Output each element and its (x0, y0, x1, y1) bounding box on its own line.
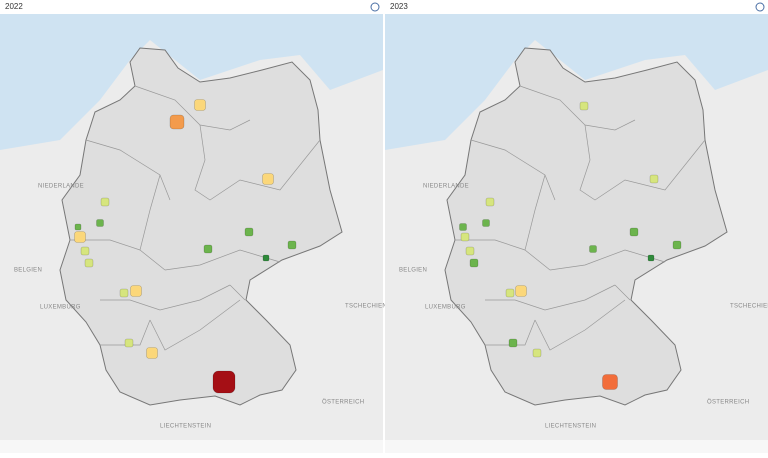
country-label: NIEDERLANDE (38, 184, 84, 190)
map-marker[interactable] (80, 246, 90, 256)
state-border (100, 319, 151, 346)
state-border (149, 299, 241, 351)
state-border (524, 174, 551, 271)
map-marker[interactable] (100, 197, 110, 207)
map-marker[interactable] (579, 101, 589, 111)
germany (59, 47, 343, 406)
map-marker[interactable] (74, 231, 86, 243)
map-marker[interactable] (262, 254, 270, 262)
map-marker[interactable] (287, 240, 297, 250)
map-marker[interactable] (508, 338, 518, 348)
map-marker[interactable] (169, 114, 185, 130)
country-label: ÖSTERREICH (322, 399, 364, 406)
state-border (139, 174, 166, 271)
country-label: NIEDERLANDE (423, 184, 469, 190)
country-label: LIECHTENSTEIN (545, 424, 596, 430)
map-icon-button[interactable] (370, 2, 380, 12)
map-marker[interactable] (469, 258, 479, 268)
state-border (485, 284, 616, 311)
map-marker[interactable] (629, 227, 639, 237)
state-border (579, 124, 706, 201)
map-marker[interactable] (672, 240, 682, 250)
map-marker[interactable] (482, 219, 490, 227)
map-marker[interactable] (649, 174, 659, 184)
map-marker[interactable] (244, 227, 254, 237)
map-marker[interactable] (485, 197, 495, 207)
country-label: LIECHTENSTEIN (160, 424, 211, 430)
panel-footer (0, 440, 383, 453)
map-marker[interactable] (203, 244, 213, 254)
state-border (85, 139, 171, 201)
state-border (534, 299, 626, 351)
state-border (470, 139, 556, 201)
country-label: ÖSTERREICH (707, 399, 749, 406)
map-marker[interactable] (505, 288, 515, 298)
country-label: BELGIEN (14, 268, 42, 274)
country-label: BELGIEN (399, 268, 427, 274)
map-marker[interactable] (96, 219, 104, 227)
state-border (100, 284, 231, 311)
map-marker[interactable] (212, 370, 236, 394)
map-marker[interactable] (262, 173, 274, 185)
country-label: TSCHECHIEN (730, 304, 768, 310)
country-label: TSCHECHIEN (345, 304, 387, 310)
state-border (549, 249, 666, 271)
map-marker[interactable] (460, 232, 470, 242)
map-icon-button[interactable] (755, 2, 765, 12)
map-panel: 2022 NIEDERLANDE BELGIEN LUXEMBURG TSCHECHIE… (0, 0, 387, 453)
country-label: LUXEMBURG (40, 305, 81, 311)
map-marker[interactable] (459, 223, 467, 231)
panel-title: 2023 (390, 2, 408, 11)
map-marker[interactable] (124, 338, 134, 348)
state-border (229, 284, 246, 301)
map-marker[interactable] (647, 254, 655, 262)
map-marker[interactable] (532, 348, 542, 358)
map-marker[interactable] (74, 223, 82, 231)
map-marker[interactable] (130, 285, 142, 297)
map-marker[interactable] (84, 258, 94, 268)
map-marker[interactable] (194, 99, 206, 111)
map-marker[interactable] (119, 288, 129, 298)
country-label: LUXEMBURG (425, 305, 466, 311)
panel-footer (385, 440, 768, 453)
map-marker[interactable] (602, 374, 618, 390)
map-marker[interactable] (515, 285, 527, 297)
state-border (485, 319, 536, 346)
state-border (164, 249, 281, 271)
map-marker[interactable] (146, 347, 158, 359)
map-marker[interactable] (465, 246, 475, 256)
panel-header (0, 0, 383, 14)
state-border (194, 124, 321, 201)
panel-header (385, 0, 768, 14)
map-marker[interactable] (589, 245, 597, 253)
germany (444, 47, 728, 406)
panel-title: 2022 (5, 2, 23, 11)
map-panel: 2023 NIEDERLANDE BELGIEN LUXEMBURG TSCHECHIE… (385, 0, 768, 453)
state-border (614, 284, 631, 301)
